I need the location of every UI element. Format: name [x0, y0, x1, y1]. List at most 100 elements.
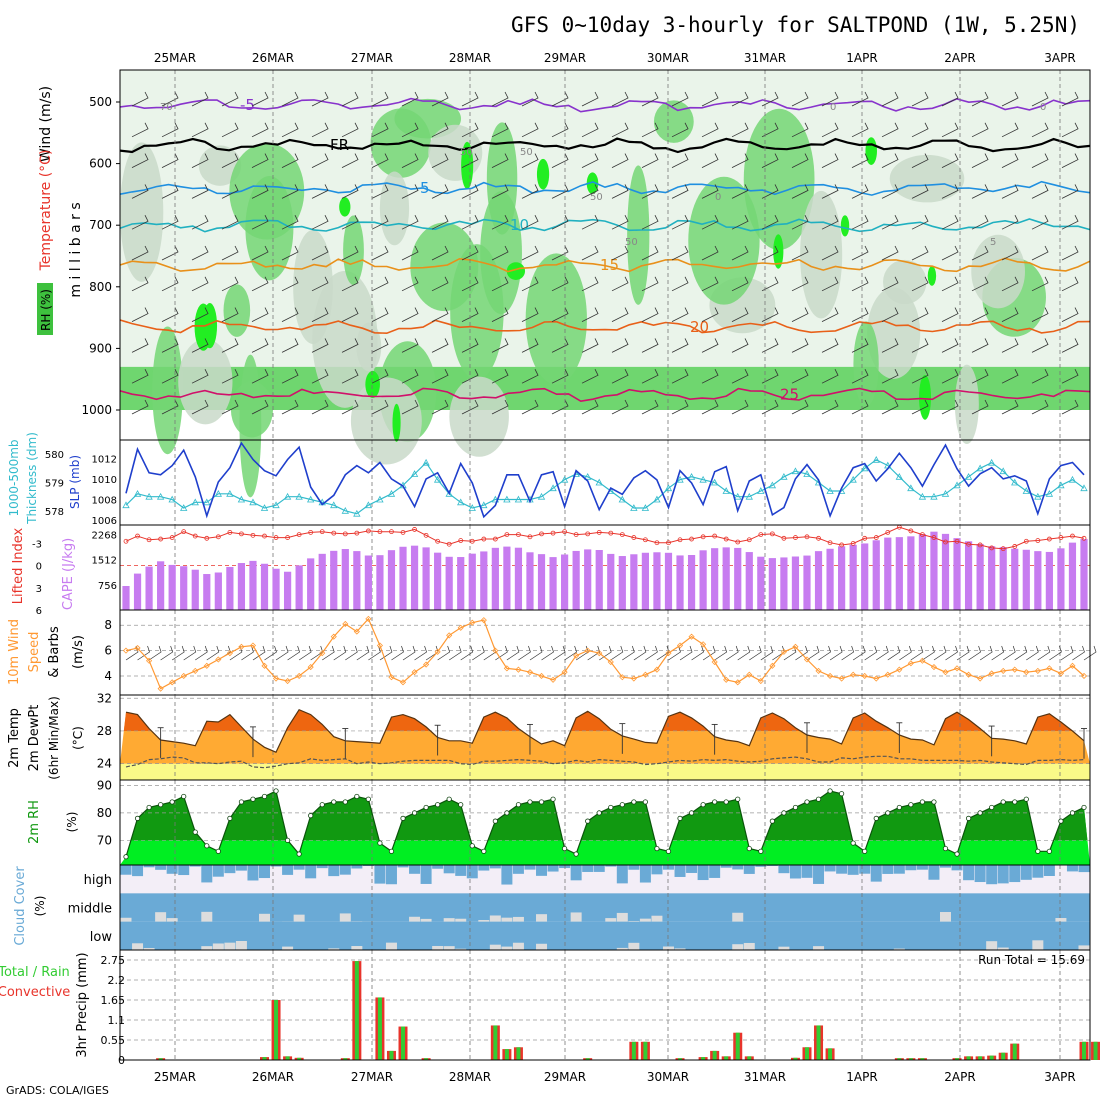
rh-contour-fill	[379, 171, 410, 246]
thickness-point	[987, 458, 996, 466]
lifted-index-point	[239, 531, 244, 537]
precip-tick-label: 1.65	[101, 994, 126, 1007]
rh-point	[1023, 796, 1029, 802]
wind-barb-10m	[737, 645, 751, 661]
lifted-index-point	[181, 529, 187, 535]
rh-point	[469, 843, 475, 849]
side-label-temperature: Temperature (°C)	[38, 150, 54, 272]
cloud-cell	[132, 865, 144, 877]
wind-barb-10m	[922, 645, 935, 661]
rh-contour-fill	[889, 154, 965, 203]
cape-bar	[641, 552, 649, 610]
wind-speed-point	[296, 672, 303, 680]
wind-barb	[521, 276, 539, 292]
wind-speed-point	[953, 665, 961, 672]
cloud-cell	[778, 946, 790, 950]
wind-barb	[641, 369, 659, 384]
wind-speed-point	[1011, 666, 1018, 673]
cape-bar	[1080, 539, 1088, 610]
wind-barb	[221, 245, 239, 261]
rh-point	[1035, 848, 1041, 854]
precip-bar-rain	[804, 1047, 809, 1060]
thickness-point	[191, 498, 199, 506]
lifted-index-point	[296, 532, 302, 538]
precip-bar-rain	[955, 1058, 960, 1060]
rh-point	[585, 818, 591, 824]
wind-speed-point	[815, 667, 822, 674]
wind-barb	[431, 153, 449, 168]
thickness-point	[930, 492, 938, 500]
wind-barb	[761, 215, 779, 230]
temp-unit-label: (°C)	[71, 726, 85, 750]
thickness-point	[999, 467, 1007, 475]
lifted-index-point	[123, 538, 129, 544]
panel-frame	[119, 439, 1091, 526]
rh-point	[931, 799, 937, 805]
cloud-cell	[212, 865, 224, 877]
wind-barb	[521, 215, 539, 230]
cloud-cell	[605, 918, 617, 922]
cloud-cell	[143, 865, 155, 868]
thickness-point	[641, 504, 650, 511]
wind-barb	[761, 338, 779, 353]
thickness-point	[560, 475, 569, 483]
wind-barb	[581, 91, 599, 107]
rh-point	[400, 815, 406, 821]
rh-point	[746, 845, 752, 852]
wind-barb	[611, 369, 629, 384]
wind-barb	[161, 399, 179, 415]
thickness-point	[457, 498, 465, 506]
wind-speed-point	[977, 675, 984, 682]
cape-bar	[1011, 548, 1019, 610]
cape-bar	[745, 552, 753, 610]
wind-barb-10m	[645, 645, 658, 661]
cloud-cell	[143, 948, 155, 950]
thickness-point	[826, 487, 834, 494]
rh-point	[354, 793, 360, 800]
wind-barb	[1061, 153, 1079, 168]
thickness-point	[237, 495, 246, 503]
cape-bar	[387, 550, 396, 610]
panel-precipitation: 00.551.11.652.22.75 Run Total = 15.69Tota…	[0, 949, 1100, 1067]
wind-barb	[401, 307, 419, 322]
precip-tick-label: 1.1	[108, 1014, 126, 1027]
cape-bar	[272, 568, 280, 610]
wind-barb	[581, 153, 599, 168]
wind-barb	[521, 399, 539, 415]
side-label-wind: Wind (m/s)	[38, 86, 54, 162]
cape-bar	[295, 565, 303, 610]
rh-point	[919, 799, 926, 805]
cloud-cell	[409, 916, 421, 922]
lifted-index-point	[989, 545, 995, 551]
panel-cloud-cover: high middle low Cloud Cover (%)	[13, 864, 1091, 951]
wind-barb-10m	[702, 645, 716, 661]
wind-barb	[311, 122, 329, 138]
thickness-point	[849, 475, 857, 483]
wind-speed-point	[330, 633, 337, 640]
thickness-point	[145, 492, 153, 500]
cloud-cell	[732, 944, 744, 950]
lifted-index-point	[331, 530, 337, 536]
cape-bar	[260, 563, 269, 610]
side-label-total-rain: Total / Rain	[0, 965, 70, 980]
wind-barb	[401, 122, 419, 138]
cape-bar	[595, 550, 603, 610]
cape-bar	[803, 555, 811, 610]
cape-bar	[307, 558, 315, 610]
wind-speed-point	[538, 672, 545, 680]
wind-barb	[341, 338, 359, 353]
cape-bar	[157, 561, 165, 610]
wind-barb	[911, 307, 929, 322]
rh-contour-fill	[410, 222, 479, 312]
precip-bar-rain	[377, 997, 382, 1060]
wind-barb-10m	[472, 645, 485, 661]
wind-barb-10m	[795, 645, 808, 661]
cape-bar	[341, 549, 349, 610]
wind-barb	[911, 245, 929, 261]
cape-bar	[838, 546, 846, 610]
thickness-point	[341, 506, 349, 514]
cloud-cell	[201, 911, 213, 922]
wind-barb	[671, 184, 689, 199]
wind-barb	[551, 122, 569, 138]
thickness-point	[976, 464, 984, 472]
